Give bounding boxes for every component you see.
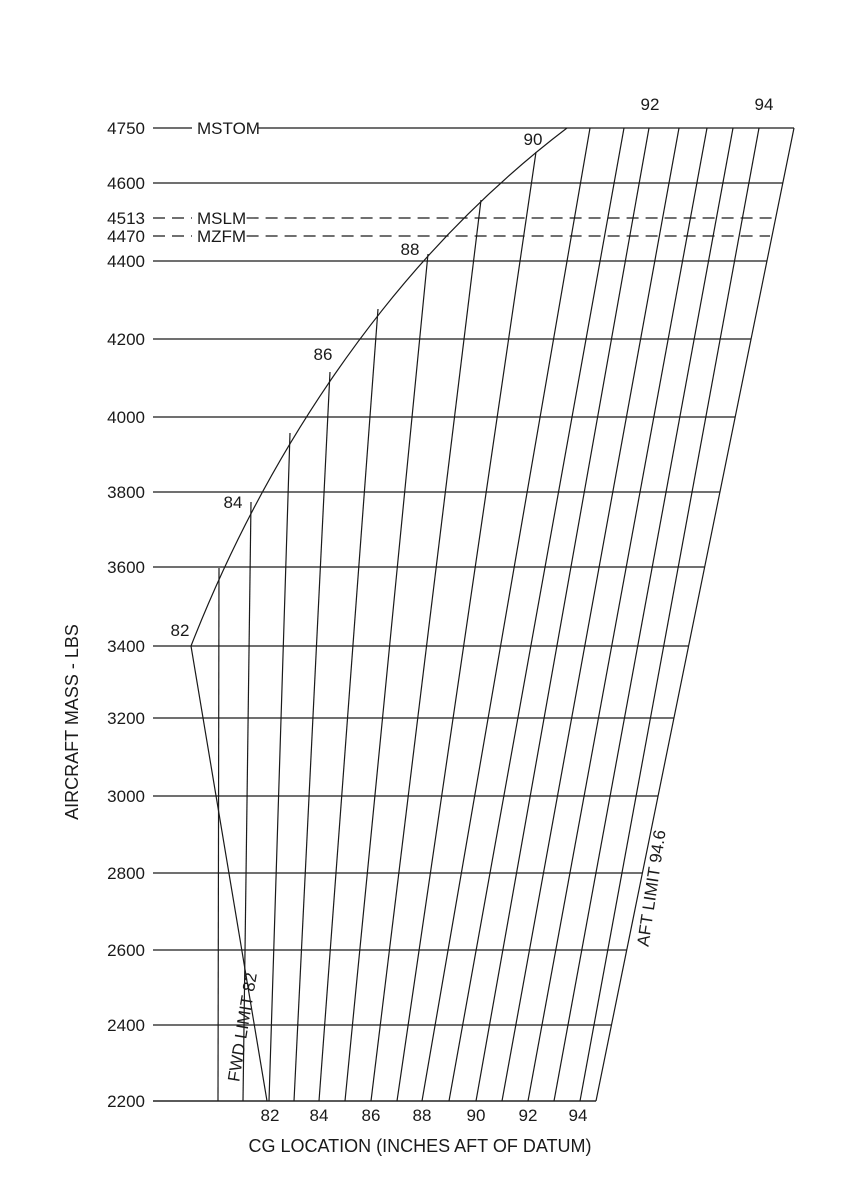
cg-line-10 <box>449 128 624 1101</box>
mass-tick-3400: 3400 <box>107 637 145 656</box>
mass-tick-4000: 4000 <box>107 408 145 427</box>
cg-line-11 <box>476 128 649 1101</box>
cg-line-5 <box>319 309 378 1101</box>
fwd-limit-label: FWD LIMIT 82 <box>224 971 261 1083</box>
mass-tick-4513: 4513 <box>107 209 145 228</box>
cg-curve-label-90: 90 <box>524 130 543 149</box>
cg-bottom-tick-92: 92 <box>519 1106 538 1125</box>
cg-line-15 <box>580 128 759 1101</box>
cg-curve-label-84: 84 <box>224 493 243 512</box>
cg-curve-label-88: 88 <box>401 240 420 259</box>
cg-bottom-tick-82: 82 <box>261 1106 280 1125</box>
cg-line-13 <box>528 128 707 1101</box>
mass-tick-4750: 4750 <box>107 119 145 138</box>
cg-top-tick-92: 92 <box>641 95 660 114</box>
cg-curve-label-82: 82 <box>171 621 190 640</box>
mass-tick-2200: 2200 <box>107 1092 145 1111</box>
mass-tick-3200: 3200 <box>107 709 145 728</box>
cg-bottom-tick-94: 94 <box>569 1106 588 1125</box>
cg-bottom-tick-90: 90 <box>467 1106 486 1125</box>
cg-line-8 <box>397 152 536 1101</box>
cg-bottom-tick-88: 88 <box>413 1106 432 1125</box>
mass-gridlines <box>153 183 783 1101</box>
aft-limit-line <box>596 128 794 1101</box>
cg-line-14 <box>554 128 733 1101</box>
cg-line-1 <box>218 568 219 1101</box>
chart-labels: 2200 2400 2600 2800 3000 3200 3400 3600 3800 4000… <box>107 95 773 1125</box>
cg-line-9 <box>422 128 590 1101</box>
cg-line-3 <box>269 433 290 1101</box>
limit-label-mzfm: MZFM <box>197 227 246 246</box>
cg-line-4 <box>294 372 330 1101</box>
mass-tick-4470: 4470 <box>107 227 145 246</box>
x-axis-title: CG LOCATION (INCHES AFT OF DATUM) <box>248 1136 591 1156</box>
mass-tick-4400: 4400 <box>107 252 145 271</box>
mass-tick-3800: 3800 <box>107 483 145 502</box>
cg-bottom-tick-84: 84 <box>310 1106 329 1125</box>
limit-label-mslm: MSLM <box>197 209 246 228</box>
mass-limit-lines <box>153 128 794 236</box>
mass-tick-4600: 4600 <box>107 174 145 193</box>
cg-curve-label-86: 86 <box>314 345 333 364</box>
cg-line-12 <box>502 128 679 1101</box>
mass-tick-2600: 2600 <box>107 941 145 960</box>
cg-bottom-tick-86: 86 <box>362 1106 381 1125</box>
limit-label-mstom: MSTOM <box>197 119 260 138</box>
mass-tick-3000: 3000 <box>107 787 145 806</box>
cg-lines <box>218 128 759 1101</box>
mass-tick-2800: 2800 <box>107 864 145 883</box>
cg-top-tick-94: 94 <box>755 95 774 114</box>
mass-tick-2400: 2400 <box>107 1016 145 1035</box>
y-axis-title: AIRCRAFT MASS - LBS <box>62 624 82 820</box>
cg-line-7 <box>371 200 481 1101</box>
mass-tick-3600: 3600 <box>107 558 145 577</box>
fwd-curve <box>191 128 567 646</box>
mass-tick-4200: 4200 <box>107 330 145 349</box>
